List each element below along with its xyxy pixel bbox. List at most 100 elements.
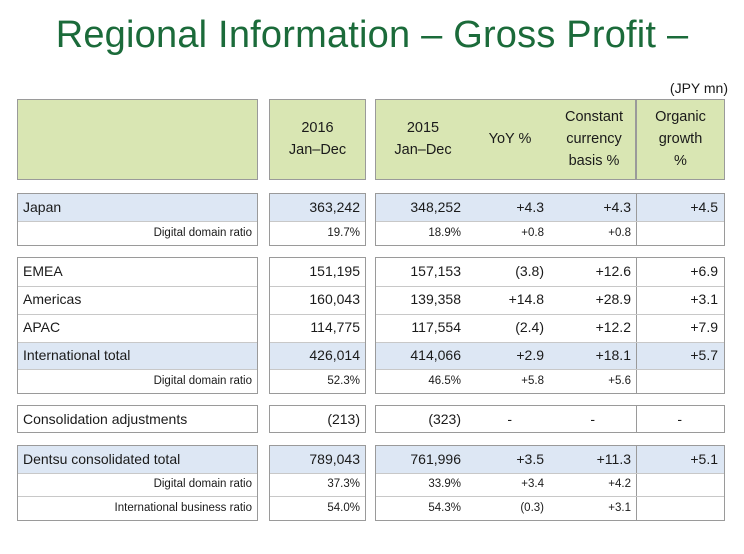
row-label: Americas (23, 291, 82, 307)
group-consolidation-2016: (213) (269, 405, 366, 433)
value-2016: 426,014 (309, 347, 360, 363)
value-2016: 151,195 (309, 263, 360, 279)
header-2015-year: 2015 (406, 120, 440, 136)
row-label: APAC (23, 319, 61, 335)
value-2015: 18.9% (428, 227, 461, 239)
value-yoy: +14.8 (508, 291, 544, 307)
row-label: International total (23, 347, 131, 363)
value-2015: 761,996 (410, 451, 461, 467)
row-divider (376, 314, 724, 315)
row-divider (18, 473, 257, 474)
value-2015: 157,153 (410, 263, 461, 279)
value-yoy: +2.9 (516, 347, 544, 363)
row-divider (270, 369, 365, 370)
row-divider (270, 342, 365, 343)
value-2015: 54.3% (428, 502, 461, 514)
value-constant: +12.6 (595, 263, 631, 279)
header-2015-box: 2015 Jan–Dec YoY % Constant currency bas… (375, 99, 636, 180)
row-sublabel: Digital domain ratio (153, 478, 252, 490)
header-constant-1: Constant (564, 109, 624, 125)
value-yoy: +0.8 (521, 227, 544, 239)
row-divider (18, 286, 257, 287)
group-dentsu-label: Dentsu consolidated total Digital domain… (17, 445, 258, 521)
value-yoy: (0.3) (520, 502, 544, 514)
value-2016: 19.7% (327, 227, 360, 239)
value-yoy: - (507, 411, 512, 427)
row-highlight (18, 446, 257, 473)
row-highlight (18, 194, 257, 221)
group-international-label: EMEA Americas APAC International total D… (17, 257, 258, 394)
value-organic: +7.9 (690, 319, 718, 335)
row-divider (376, 369, 724, 370)
value-2016: 363,242 (309, 199, 360, 215)
organic-divider (636, 258, 637, 393)
header-yoy: YoY % (488, 131, 532, 147)
header-2016-box: 2016 Jan–Dec (269, 99, 366, 180)
value-2015: 33.9% (428, 478, 461, 490)
row-divider (376, 473, 724, 474)
header-organic-3: % (674, 153, 687, 169)
row-divider (18, 342, 257, 343)
header-2015-period: Jan–Dec (394, 142, 452, 158)
row-sublabel: Digital domain ratio (153, 227, 252, 239)
value-2016: 37.3% (327, 478, 360, 490)
value-yoy: (3.8) (515, 263, 544, 279)
header-2016-period: Jan–Dec (288, 142, 347, 158)
row-divider (270, 221, 365, 222)
header-label-box (17, 99, 258, 180)
value-2016: 789,043 (309, 451, 360, 467)
value-yoy: +3.4 (521, 478, 544, 490)
row-label: Dentsu consolidated total (23, 451, 181, 467)
row-highlight (18, 343, 257, 370)
row-divider (376, 221, 724, 222)
value-2015: 46.5% (428, 375, 461, 387)
row-highlight (270, 194, 365, 221)
group-consolidation-2015: (323) - - - (375, 405, 725, 433)
value-yoy: (2.4) (515, 319, 544, 335)
group-dentsu-2015: 761,996 +3.5 +11.3 +5.1 33.9% +3.4 +4.2 … (375, 445, 725, 521)
value-2016: 160,043 (309, 291, 360, 307)
organic-divider (636, 446, 637, 520)
value-organic: +4.5 (690, 199, 718, 215)
unit-label: (JPY mn) (669, 80, 728, 96)
group-japan-2015: 348,252 +4.3 +4.3 +4.5 18.9% +0.8 +0.8 (375, 193, 725, 246)
row-divider (18, 496, 257, 497)
group-dentsu-2016: 789,043 37.3% 54.0% (269, 445, 366, 521)
group-international-2015: 157,153 (3.8) +12.6 +6.9 139,358 +14.8 +… (375, 257, 725, 394)
value-constant: - (590, 411, 595, 427)
header-constant-2: currency (566, 131, 622, 147)
row-label: EMEA (23, 263, 63, 279)
row-highlight (376, 343, 724, 370)
group-international-2016: 151,195 160,043 114,775 426,014 52.3% (269, 257, 366, 394)
row-divider (376, 342, 724, 343)
value-organic: - (677, 411, 682, 427)
row-label: Japan (23, 199, 62, 215)
value-organic: +5.1 (690, 451, 718, 467)
row-divider (270, 473, 365, 474)
value-yoy: +5.8 (521, 375, 544, 387)
group-japan-2016: 363,242 19.7% (269, 193, 366, 246)
header-2016-year: 2016 (301, 120, 334, 136)
row-highlight (270, 343, 365, 370)
row-highlight (376, 194, 724, 221)
value-organic: +5.7 (690, 347, 718, 363)
row-divider (376, 496, 724, 497)
value-organic: +6.9 (690, 263, 718, 279)
value-2016: 54.0% (327, 502, 360, 514)
value-constant: +18.1 (595, 347, 631, 363)
value-2016: (213) (327, 411, 360, 427)
value-2015: 348,252 (410, 199, 461, 215)
row-sublabel: Digital domain ratio (153, 375, 252, 387)
value-constant: +12.2 (595, 319, 631, 335)
row-divider (270, 496, 365, 497)
row-divider (376, 286, 724, 287)
row-divider (270, 314, 365, 315)
value-2016: 114,775 (310, 319, 360, 335)
value-constant: +4.2 (608, 478, 631, 490)
value-yoy: +3.5 (516, 451, 544, 467)
value-2015: 139,358 (410, 291, 461, 307)
page-title: Regional Information – Gross Profit – (55, 14, 689, 56)
row-highlight (270, 446, 365, 473)
value-2015: 117,554 (411, 319, 461, 335)
row-divider (270, 286, 365, 287)
